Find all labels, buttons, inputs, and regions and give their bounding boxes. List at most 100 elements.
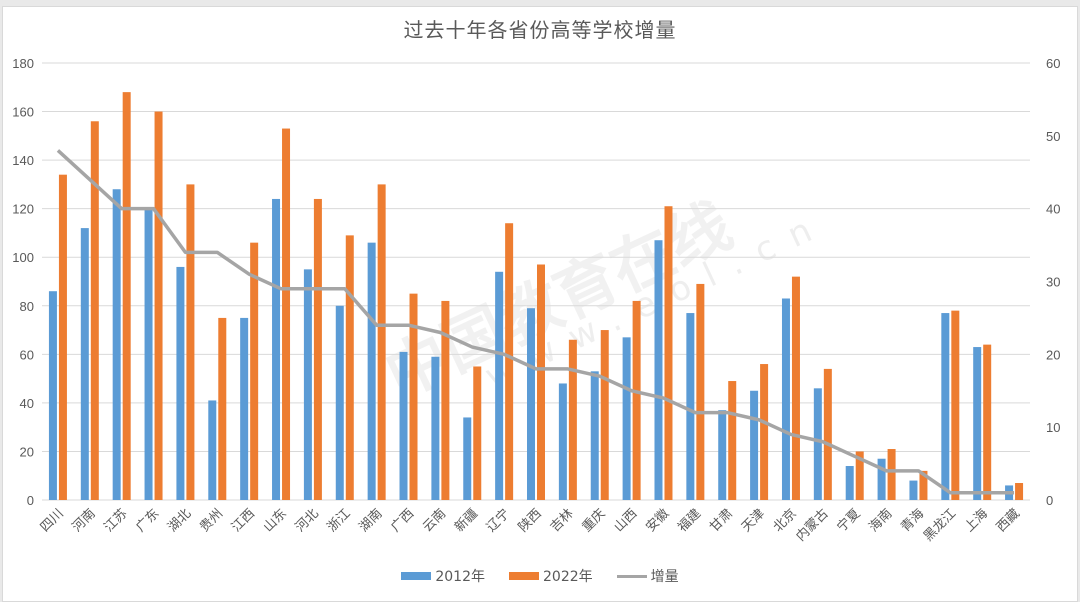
y2-tick-label: 10 (1046, 420, 1060, 435)
x-tick-label: 新疆 (451, 506, 481, 536)
bar-2022 (919, 470, 928, 500)
legend-label-2012: 2012年 (435, 569, 485, 585)
bar-2022 (441, 300, 450, 500)
bar-2022 (632, 300, 641, 500)
x-tick-label: 四川 (38, 506, 67, 535)
bar-2012 (941, 313, 950, 500)
x-tick-label: 黑龙江 (921, 506, 959, 544)
y-tick-label: 100 (12, 250, 34, 265)
x-tick-label: 河南 (69, 506, 99, 536)
bar-2012 (463, 417, 472, 500)
bar-2012 (208, 400, 217, 500)
bar-2012 (176, 266, 185, 500)
legend-label-2022: 2022年 (543, 569, 593, 585)
y-tick-label: 140 (12, 153, 34, 168)
bar-2012 (845, 466, 854, 500)
x-tick-label: 湖南 (356, 506, 386, 536)
y2-tick-label: 60 (1046, 56, 1060, 71)
bar-2022 (409, 293, 418, 500)
bar-2022 (760, 364, 769, 500)
bar-2012 (272, 198, 281, 500)
x-tick-label: 河北 (293, 506, 322, 535)
bar-2012 (112, 189, 121, 500)
y2-tick-label: 0 (1046, 493, 1053, 508)
bar-2022 (537, 264, 545, 500)
bar-2022 (218, 317, 227, 500)
x-tick-label: 贵州 (197, 506, 226, 535)
y-tick-label: 20 (20, 444, 34, 459)
y2-tick-label: 50 (1046, 129, 1060, 144)
x-tick-label: 甘肃 (707, 506, 736, 535)
bar-2022 (505, 223, 514, 500)
legend-swatch-increase (616, 574, 647, 578)
increase-line (56, 149, 1015, 495)
x-tick-label: 安徽 (643, 506, 672, 535)
bar-2022 (728, 381, 737, 500)
y2-tick-label: 30 (1046, 275, 1060, 290)
legend-swatch-2012 (401, 572, 432, 580)
x-tick-label: 重庆 (579, 506, 609, 536)
bar-2022 (568, 339, 577, 500)
x-tick-label: 山西 (611, 506, 640, 535)
bar-2012 (527, 308, 535, 500)
y-tick-label: 60 (20, 347, 34, 362)
y-tick-label: 180 (12, 56, 34, 71)
y-tick-label: 120 (12, 202, 34, 217)
bar-2022 (791, 276, 800, 500)
x-tick-label: 上海 (962, 506, 991, 535)
x-tick-label: 内蒙古 (793, 506, 832, 545)
x-tick-label: 辽宁 (483, 506, 513, 536)
bar-2012 (558, 383, 567, 500)
legend: 2012年 2022年 增量 (0, 566, 1080, 586)
bar-2012 (303, 269, 312, 500)
legend-item-2022: 2022年 (509, 566, 593, 586)
x-tick-label: 广西 (388, 506, 417, 535)
bar-2022 (473, 366, 482, 500)
y2-tick-label: 20 (1046, 347, 1060, 362)
x-tick-label: 天津 (739, 506, 768, 535)
bar-2012 (877, 458, 886, 500)
bar-2012 (781, 298, 790, 500)
bar-2012 (909, 480, 918, 500)
bar-2022 (377, 184, 386, 500)
bar-2012 (813, 388, 822, 500)
bar-2022 (122, 92, 131, 500)
bar-2022 (250, 242, 259, 500)
bar-2022 (282, 128, 291, 501)
x-tick-label: 福建 (675, 506, 704, 535)
bar-2012 (622, 337, 631, 500)
bar-2012 (654, 240, 663, 500)
bar-2012 (48, 291, 57, 500)
x-tick-label: 陕西 (516, 506, 545, 535)
bar-2012 (240, 317, 249, 500)
bar-2022 (154, 111, 163, 501)
bar-2022 (823, 368, 832, 500)
x-tick-label: 浙江 (325, 506, 354, 535)
y-tick-label: 160 (12, 105, 34, 120)
bar-2012 (495, 271, 504, 500)
bar-2022 (664, 206, 673, 500)
bar-2022 (983, 344, 992, 500)
bar-2022 (90, 121, 99, 501)
bar-2012 (431, 356, 440, 500)
x-tick-label: 吉林 (548, 506, 577, 535)
y2-tick-label: 40 (1046, 202, 1060, 217)
bar-2012 (335, 305, 344, 500)
x-tick-label: 江苏 (101, 506, 131, 536)
bar-2022 (600, 330, 609, 500)
bar-2012 (973, 347, 982, 500)
bar-2012 (590, 371, 599, 500)
x-tick-label: 云南 (420, 506, 450, 536)
bar-2012 (686, 313, 695, 500)
bar-2012 (80, 228, 89, 501)
bar-2022 (696, 283, 705, 500)
legend-swatch-2022 (509, 572, 539, 580)
x-tick-label: 山东 (261, 506, 290, 535)
chart-title: 过去十年各省份高等学校增量 (403, 18, 677, 42)
bar-2022 (345, 235, 354, 500)
bar-2012 (367, 242, 376, 500)
x-tick-label: 西藏 (994, 506, 1023, 535)
x-tick-label: 湖北 (165, 506, 194, 535)
x-tick-label: 广东 (133, 506, 162, 535)
